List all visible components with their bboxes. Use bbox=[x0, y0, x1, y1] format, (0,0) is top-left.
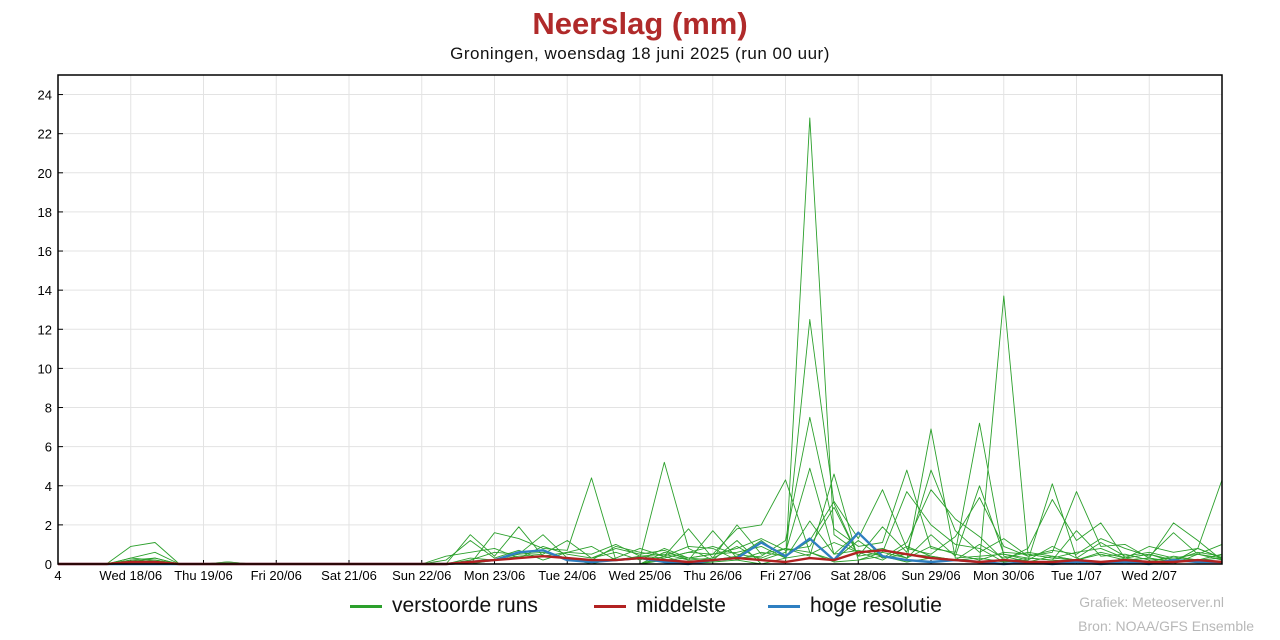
credit-source: Bron: NOAA/GFS Ensemble bbox=[1078, 618, 1254, 634]
chart-subtitle: Groningen, woensdag 18 juni 2025 (run 00… bbox=[450, 44, 830, 63]
y-tick-label: 2 bbox=[45, 518, 52, 533]
x-axis: 4 Wed 18/06 Thu 19/06 Fri 20/06 Sat 21/06 Sun… bbox=[54, 560, 1177, 583]
x-tick-label: Tue 24/06 bbox=[538, 568, 596, 583]
x-tick-label: Sat 28/06 bbox=[830, 568, 886, 583]
legend-label-members: verstoorde runs bbox=[392, 594, 538, 617]
legend-swatch-mean bbox=[594, 604, 626, 608]
y-tick-label: 8 bbox=[45, 401, 52, 416]
x-tick-label: Fri 20/06 bbox=[251, 568, 302, 583]
y-tick-label: 10 bbox=[38, 361, 52, 376]
x-tick-label: Wed 2/07 bbox=[1122, 568, 1177, 583]
x-tick-label: Sun 22/06 bbox=[392, 568, 451, 583]
legend: verstoorde runs middelste hoge resolutie bbox=[0, 594, 1280, 624]
y-tick-label: 6 bbox=[45, 440, 52, 455]
x-tick-label: Mon 30/06 bbox=[973, 568, 1034, 583]
grid bbox=[58, 75, 1222, 564]
legend-item-hires: hoge resolutie bbox=[768, 594, 942, 618]
x-tick-label: Tue 1/07 bbox=[1051, 568, 1102, 583]
legend-label-hires: hoge resolutie bbox=[810, 594, 942, 617]
legend-swatch-members bbox=[350, 604, 382, 608]
y-tick-label: 24 bbox=[38, 88, 52, 103]
legend-swatch-hires bbox=[768, 604, 800, 608]
y-tick-label: 0 bbox=[45, 557, 52, 572]
y-tick-label: 16 bbox=[38, 244, 52, 259]
plot-frame bbox=[57, 74, 1223, 565]
y-tick-label: 20 bbox=[38, 166, 52, 181]
x-tick-label: 4 bbox=[54, 568, 61, 583]
y-tick-label: 12 bbox=[38, 322, 52, 337]
x-tick-label: Thu 26/06 bbox=[683, 568, 742, 583]
x-tick-label: Wed 25/06 bbox=[609, 568, 672, 583]
x-tick-label: Thu 19/06 bbox=[174, 568, 233, 583]
x-tick-label: Fri 27/06 bbox=[760, 568, 811, 583]
x-tick-label: Sun 29/06 bbox=[901, 568, 960, 583]
x-tick-label: Sat 21/06 bbox=[321, 568, 377, 583]
x-tick-label: Wed 18/06 bbox=[99, 568, 162, 583]
y-tick-label: 14 bbox=[38, 283, 52, 298]
legend-item-members: verstoorde runs bbox=[350, 594, 538, 618]
chart-title: Neerslag (mm) bbox=[532, 6, 748, 41]
y-tick-label: 18 bbox=[38, 205, 52, 220]
legend-label-mean: middelste bbox=[636, 594, 726, 617]
legend-item-mean: middelste bbox=[594, 594, 726, 618]
x-tick-label: Mon 23/06 bbox=[464, 568, 525, 583]
y-tick-label: 22 bbox=[38, 127, 52, 142]
credit-graph: Grafiek: Meteoserver.nl bbox=[1079, 594, 1224, 610]
y-tick-label: 4 bbox=[45, 479, 52, 494]
